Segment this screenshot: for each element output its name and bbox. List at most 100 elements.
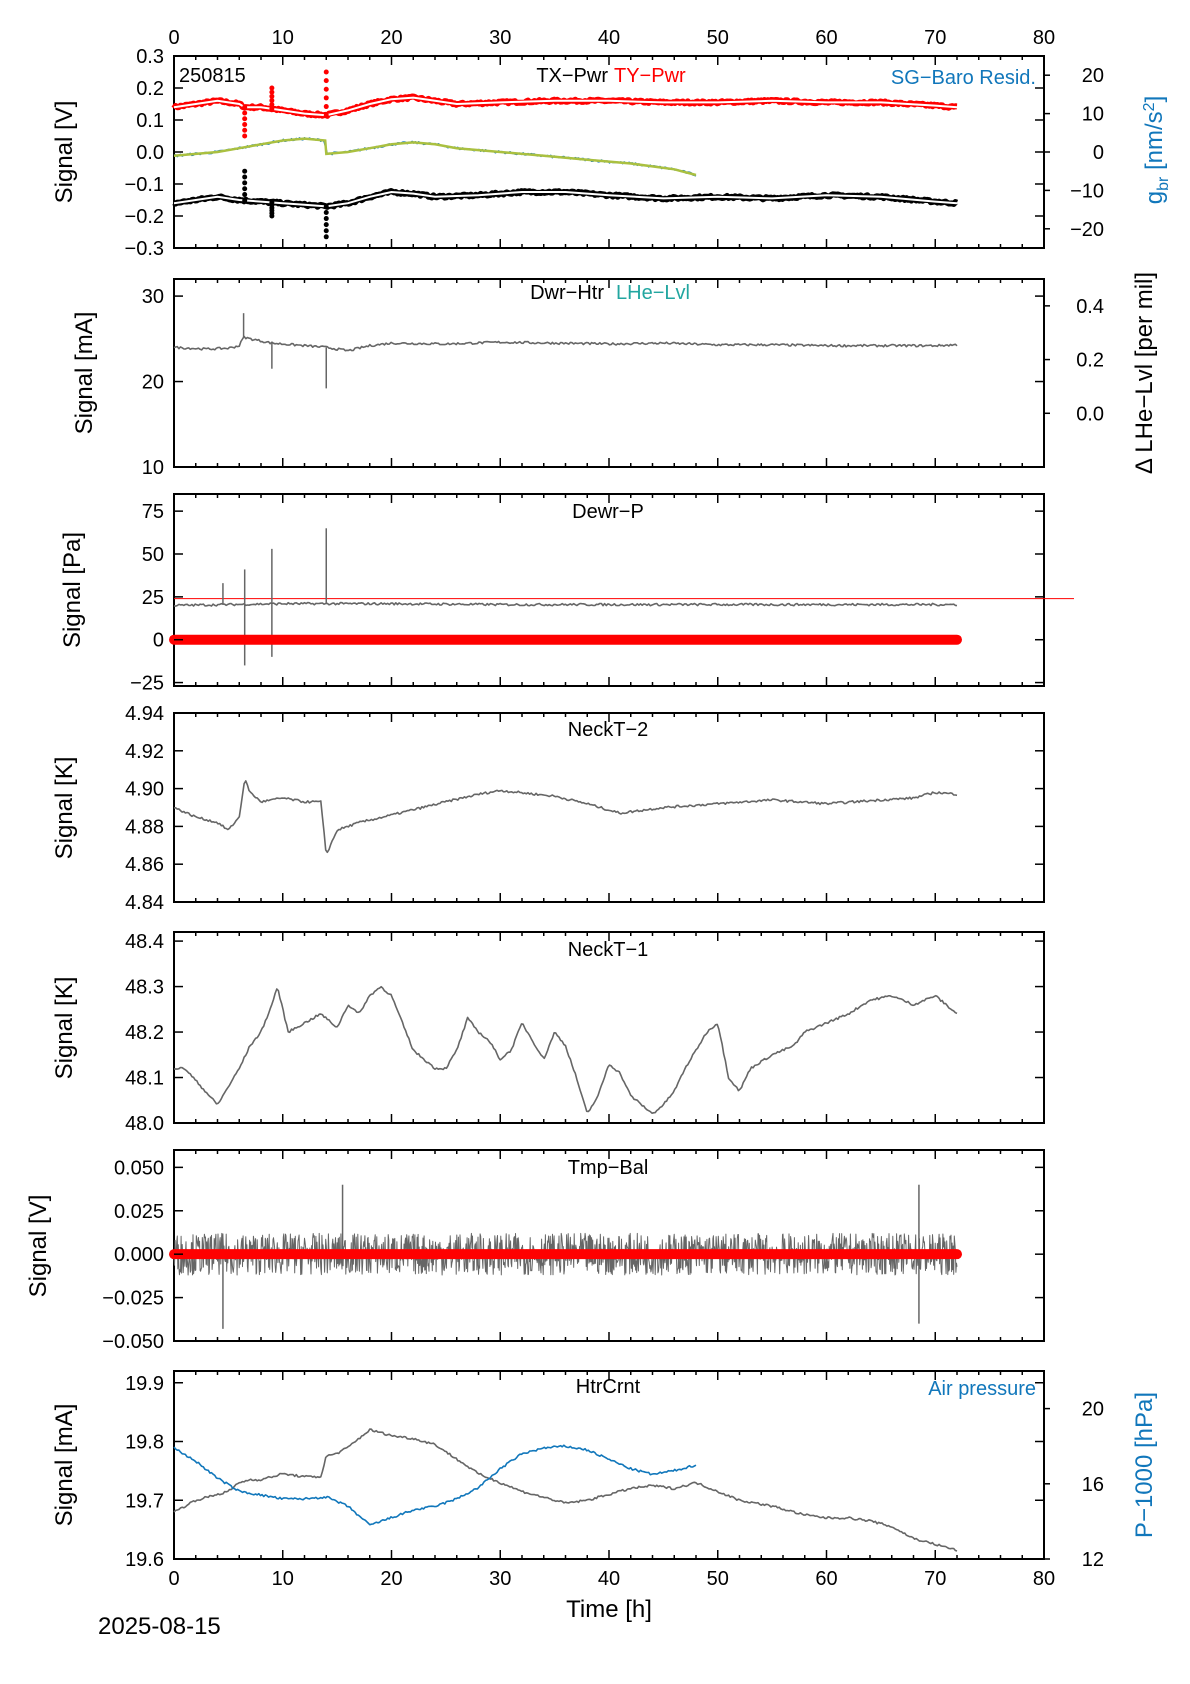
y-tick-label: 19.6 [125, 1549, 164, 1571]
spike-dot [269, 93, 275, 99]
spike-dot [269, 89, 275, 95]
x-tick-label: 60 [815, 1568, 837, 1590]
panel-2: 30 20 10 0.4 0.2 0.0 Dwr−Htr LHe−Lvl Signal [… [71, 272, 1158, 479]
spike-dot [323, 228, 329, 234]
x-tick-label: 0 [168, 1568, 179, 1590]
y-tick-label: 48.3 [125, 977, 164, 999]
series-smooth-line [173, 137, 697, 177]
legend-dwr-htr: Dwr−Htr [530, 282, 604, 304]
spike-dot [242, 116, 248, 122]
x-tick-label: 40 [598, 1568, 620, 1590]
tick-layer: 0 10 20 30 40 50 60 70 80 0.3 0.2 0.1 0.0 −0.1 −0.2 −0.… [125, 27, 1104, 260]
y-tick-label: 4.90 [125, 779, 164, 801]
y-tick-label: 75 [142, 501, 164, 523]
series-layer [173, 313, 958, 389]
y-tick-label: 20 [142, 372, 164, 394]
y-tick-label: −0.2 [125, 206, 164, 228]
y-tick-label: 0.000 [114, 1244, 164, 1266]
y-tick-label: 50 [142, 544, 164, 566]
x-tick-label: 30 [489, 1568, 511, 1590]
plot-frame [173, 55, 1045, 249]
legend-dewr-p: Dewr−P [572, 501, 644, 523]
y2-tick-label: 16 [1082, 1474, 1104, 1496]
panel-7: 0 10 20 30 40 50 60 70 8019.919.819.719.6201612 … [51, 1370, 1158, 1590]
series-layer [173, 985, 958, 1114]
legend-neckt-2: NeckT−2 [568, 719, 649, 741]
spike-dot [323, 104, 329, 110]
spike-dot [269, 85, 275, 91]
tick-layer: 30 20 10 0.4 0.2 0.0 [142, 279, 1104, 479]
y-tick-label: 19.8 [125, 1432, 164, 1454]
x-tick-label: 20 [380, 1568, 402, 1590]
date-label: 2025-08-15 [98, 1613, 221, 1640]
x-axis-label: Time [h] [566, 1596, 652, 1623]
legend-sg-baro-resid: SG−Baro Resid. [891, 67, 1036, 89]
spike-dot [323, 209, 329, 215]
x-tick-label: 50 [707, 1568, 729, 1590]
panel-4: 4.94 4.92 4.90 4.88 4.86 4.84 NeckT−2 Signal … [51, 703, 1045, 914]
x-tick-label: 30 [489, 27, 511, 49]
y-tick-label: 25 [142, 587, 164, 609]
y-tick-label: 0.050 [114, 1157, 164, 1179]
x-tick-label: 70 [924, 27, 946, 49]
y2-tick-label: 20 [1082, 1399, 1104, 1421]
spike-dot [323, 69, 329, 75]
y-axis-label: Signal [mA] [51, 1404, 78, 1527]
y2-tick-label: −10 [1070, 180, 1104, 202]
legend-lhe-lvl: LHe−Lvl [616, 282, 690, 304]
x-tick-label: 40 [598, 27, 620, 49]
spike-dot [269, 213, 275, 219]
x-tick-label: 70 [924, 1568, 946, 1590]
legend-htrcrnt: HtrCrnt [576, 1376, 641, 1398]
plot-frame [173, 493, 1045, 687]
y-axis-label: Signal [Pa] [59, 532, 86, 648]
tick-layer: 0 10 20 30 40 50 60 70 80 19.9 19.8 19.7 19.6 20 16 12 [125, 1371, 1104, 1590]
spike-dot [242, 186, 248, 192]
spike-dot [242, 180, 248, 186]
spike-dot [323, 95, 329, 101]
legend-neckt-1: NeckT−1 [568, 939, 649, 961]
y-tick-label: 4.84 [125, 892, 164, 914]
tick-layer: 75 50 25 0 −25 [130, 494, 1045, 695]
legend-tx-pwr: TX−Pwr [536, 65, 608, 87]
spike-dot [242, 197, 248, 203]
spike-dot [242, 174, 248, 180]
spike-dot [323, 78, 329, 84]
spike-dot [269, 102, 275, 108]
y-tick-label: 0.0 [136, 142, 164, 164]
spike-dot [323, 86, 329, 92]
plot-frame [173, 931, 1045, 1124]
series-line [173, 601, 958, 607]
series-layer [173, 780, 958, 854]
y-tick-label: 48.2 [125, 1022, 164, 1044]
legend-air-pressure: Air pressure [928, 1378, 1036, 1400]
series-line [173, 1428, 958, 1552]
spike-dot [323, 222, 329, 228]
y-tick-label: 0 [153, 630, 164, 652]
y-tick-label: 19.9 [125, 1373, 164, 1395]
spike-dot [242, 104, 248, 110]
y-tick-label: 48.1 [125, 1068, 164, 1090]
y-tick-label: −25 [130, 673, 164, 695]
y-axis-label: Signal [mA] [71, 312, 98, 435]
y-axis-label: Signal [V] [51, 101, 78, 204]
y-tick-label: 4.94 [125, 703, 164, 725]
x-tick-label: 80 [1033, 1568, 1055, 1590]
y-tick-label: 48.0 [125, 1113, 164, 1135]
y-tick-label: 30 [142, 286, 164, 308]
tick-layer: 48.4 48.3 48.2 48.1 48.0 [125, 931, 1045, 1135]
spike-dot [323, 216, 329, 222]
y2-tick-label: 20 [1082, 65, 1104, 87]
y-tick-label: 4.86 [125, 854, 164, 876]
spike-dot [269, 106, 275, 112]
series-line [173, 1444, 697, 1526]
legend-ty-pwr: TY−Pwr [614, 65, 686, 87]
y-tick-label: −0.3 [125, 238, 164, 260]
spike-dot [242, 168, 248, 174]
y-tick-label: 0.2 [136, 78, 164, 100]
y-tick-label: −0.025 [102, 1288, 164, 1310]
y2-tick-label: 10 [1082, 104, 1104, 126]
series-layer [171, 69, 959, 240]
spike-dot [242, 192, 248, 198]
